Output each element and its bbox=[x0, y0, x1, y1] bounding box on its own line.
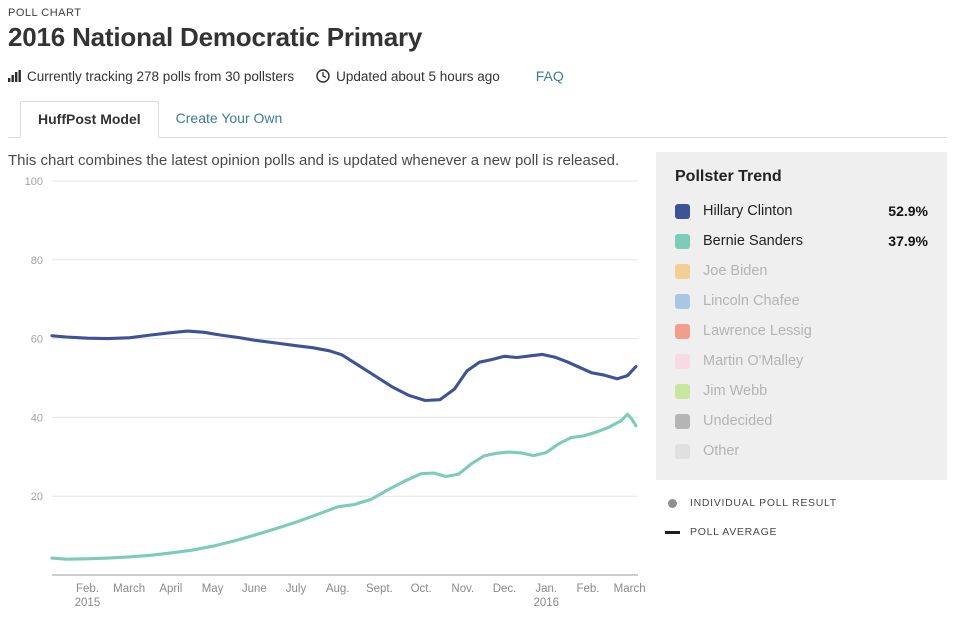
legend-name: Martin O'Malley bbox=[703, 353, 804, 369]
updated-info: Updated about 5 hours ago bbox=[316, 69, 500, 84]
legend-value: 37.9% bbox=[888, 233, 928, 249]
y-tick-label: 100 bbox=[25, 176, 43, 188]
trend-line-bernie-sanders bbox=[50, 412, 638, 561]
x-tick-label: Dec. bbox=[493, 583, 517, 595]
tab-bar: HuffPost Model Create Your Own bbox=[8, 101, 947, 138]
key-poll-average: POLL AVERAGE bbox=[656, 526, 947, 538]
legend-item-undecided[interactable]: Undecided bbox=[675, 406, 928, 436]
key-label: POLL AVERAGE bbox=[690, 526, 778, 538]
tab-huffpost-model[interactable]: HuffPost Model bbox=[20, 101, 159, 138]
legend-item-martin-o-malley[interactable]: Martin O'Malley bbox=[675, 346, 928, 376]
legend-list: Hillary Clinton 52.9% Bernie Sanders 37.9% J… bbox=[675, 196, 928, 466]
pollster-trend-panel: Pollster Trend Hillary Clinton 52.9% Berni… bbox=[656, 152, 947, 480]
y-tick-label: 40 bbox=[31, 412, 43, 424]
x-tick-label: Oct. bbox=[411, 583, 432, 595]
x-tick-label: Feb. bbox=[576, 583, 599, 595]
x-tick-label: June bbox=[242, 583, 267, 595]
trend-line-hillary-clinton bbox=[50, 329, 638, 403]
tracking-text: Currently tracking 278 polls from 30 pol… bbox=[27, 68, 295, 84]
side-column: Pollster Trend Hillary Clinton 52.9% Berni… bbox=[656, 152, 947, 620]
poll-average-line-icon bbox=[664, 530, 680, 534]
legend-item-lincoln-chafee[interactable]: Lincoln Chafee bbox=[675, 286, 928, 316]
legend-swatch bbox=[675, 263, 690, 279]
x-tick-label: Sept. bbox=[366, 583, 393, 595]
legend-name: Joe Biden bbox=[703, 263, 768, 279]
x-tick-label: July bbox=[286, 583, 307, 595]
chart-key: INDIVIDUAL POLL RESULT POLL AVERAGE bbox=[656, 497, 947, 538]
legend-item-other[interactable]: Other bbox=[675, 436, 928, 466]
x-tick-label: Jan. bbox=[535, 583, 557, 595]
chart-column: This chart combines the latest opinion p… bbox=[8, 152, 653, 620]
legend-item-joe-biden[interactable]: Joe Biden bbox=[675, 256, 928, 286]
y-tick-label: 20 bbox=[31, 491, 43, 503]
legend-item-jim-webb[interactable]: Jim Webb bbox=[675, 376, 928, 406]
x-tick-label: March bbox=[614, 583, 646, 595]
legend-swatch bbox=[675, 203, 690, 219]
legend-swatch bbox=[675, 353, 690, 369]
legend-item-hillary-clinton[interactable]: Hillary Clinton 52.9% bbox=[675, 196, 928, 226]
legend-swatch bbox=[675, 233, 690, 249]
chart-description: This chart combines the latest opinion p… bbox=[8, 152, 620, 169]
key-individual-poll-result: INDIVIDUAL POLL RESULT bbox=[656, 497, 947, 509]
legend-swatch bbox=[675, 293, 690, 309]
x-tick-sublabel: 2016 bbox=[533, 597, 559, 609]
legend-name: Bernie Sanders bbox=[703, 233, 803, 249]
key-label: INDIVIDUAL POLL RESULT bbox=[690, 497, 837, 509]
x-tick-label: Nov. bbox=[451, 583, 474, 595]
legend-item-bernie-sanders[interactable]: Bernie Sanders 37.9% bbox=[675, 226, 928, 256]
y-tick-label: 60 bbox=[31, 334, 43, 346]
content: This chart combines the latest opinion p… bbox=[8, 152, 947, 620]
x-tick-label: April bbox=[159, 583, 182, 595]
info-row: Currently tracking 278 polls from 30 pol… bbox=[8, 68, 947, 84]
legend-value: 52.9% bbox=[888, 203, 928, 219]
faq-link[interactable]: FAQ bbox=[535, 68, 564, 84]
legend-name: Hillary Clinton bbox=[703, 203, 793, 219]
pollster-trend-title: Pollster Trend bbox=[675, 168, 782, 185]
legend-name: Lincoln Chafee bbox=[703, 293, 800, 309]
updated-text: Updated about 5 hours ago bbox=[336, 68, 500, 84]
page-title: 2016 National Democratic Primary bbox=[8, 22, 423, 52]
legend-name: Other bbox=[703, 443, 740, 459]
x-tick-sublabel: 2015 bbox=[75, 597, 101, 609]
legend-name: Lawrence Lessig bbox=[703, 323, 812, 339]
legend-swatch bbox=[675, 383, 690, 399]
legend-swatch bbox=[675, 443, 690, 459]
legend-name: Jim Webb bbox=[703, 383, 768, 399]
page-kicker: POLL CHART bbox=[8, 7, 82, 19]
poll-result-dot-icon bbox=[664, 498, 680, 508]
x-tick-label: Feb. bbox=[76, 583, 99, 595]
y-tick-label: 80 bbox=[31, 255, 43, 267]
legend-name: Undecided bbox=[703, 413, 773, 429]
x-tick-label: March bbox=[113, 583, 145, 595]
legend-swatch bbox=[675, 323, 690, 339]
bar-chart-icon bbox=[8, 70, 21, 82]
legend-swatch bbox=[675, 413, 690, 429]
legend-item-lawrence-lessig[interactable]: Lawrence Lessig bbox=[675, 316, 928, 346]
x-tick-label: May bbox=[202, 583, 224, 595]
poll-chart-svg: 20 40 60 80 100 Feb. 2015 March April May June July… bbox=[25, 176, 646, 609]
poll-chart[interactable]: 20 40 60 80 100 Feb. 2015 March April May June July… bbox=[8, 173, 653, 620]
tab-create-your-own[interactable]: Create Your Own bbox=[175, 110, 283, 126]
clock-icon bbox=[316, 69, 330, 83]
tracking-info: Currently tracking 278 polls from 30 pol… bbox=[8, 69, 294, 84]
x-tick-label: Aug. bbox=[326, 583, 350, 595]
